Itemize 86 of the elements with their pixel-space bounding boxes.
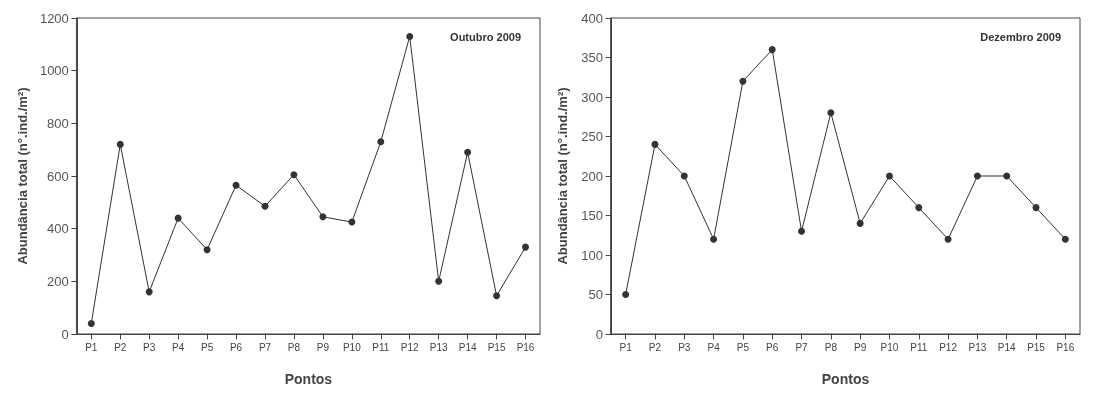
- point: [1032, 204, 1040, 212]
- x-axis-title: Pontos: [821, 371, 870, 387]
- x-tick-label: P16: [1056, 341, 1075, 353]
- point: [856, 219, 864, 227]
- x-tick-label: P10: [342, 341, 362, 353]
- text: Dezembro 2009: [980, 30, 1062, 43]
- x-tick-label: P14: [458, 341, 477, 353]
- point: [915, 204, 923, 212]
- x-tick-label: P12: [400, 341, 420, 353]
- point: [739, 77, 747, 85]
- x-tick-label: P16: [516, 341, 535, 353]
- x-tick-label: P3: [143, 341, 156, 353]
- y-axis-title: Abundância total (n°.ind./m²): [555, 87, 570, 265]
- x-tick-label: P8: [824, 341, 838, 353]
- x-tick-label: P1: [85, 341, 98, 353]
- point: [710, 235, 718, 243]
- y-tick-label: 400: [581, 10, 603, 26]
- x-tick-label: P15: [487, 341, 506, 353]
- point: [680, 172, 688, 180]
- point: [522, 243, 530, 251]
- y-tick-label: 400: [47, 221, 69, 237]
- point: [348, 218, 356, 226]
- x-tick-label: P5: [736, 341, 750, 353]
- point: [435, 277, 443, 285]
- y-tick-label: 100: [581, 247, 603, 263]
- x-tick-label: P11: [910, 341, 928, 353]
- point: [493, 292, 501, 300]
- point: [87, 319, 95, 327]
- y-tick-label: 350: [581, 50, 603, 65]
- point: [768, 46, 776, 54]
- y-tick-label: 50: [588, 287, 603, 302]
- y-tick-label: 200: [581, 168, 603, 184]
- x-tick-label: P6: [766, 341, 779, 353]
- y-tick-label: 250: [581, 129, 603, 144]
- x-tick-label: P9: [854, 341, 867, 353]
- x-tick-label: P11: [372, 341, 390, 353]
- point: [174, 214, 182, 222]
- x-axis-title: Pontos: [284, 371, 333, 387]
- point: [116, 140, 124, 148]
- y-axis-title: Abundância total (n°.ind./m²): [15, 87, 30, 265]
- point: [651, 140, 659, 148]
- x-tick-label: P2: [648, 341, 662, 353]
- x-tick-label: P13: [968, 341, 987, 353]
- point: [232, 181, 240, 189]
- x-tick-label: P2: [114, 341, 127, 353]
- y-tick-label: 1200: [39, 10, 69, 26]
- point: [406, 32, 414, 40]
- y-tick-label: 1000: [39, 63, 69, 79]
- point: [464, 148, 472, 156]
- point: [145, 288, 153, 296]
- point: [319, 213, 327, 221]
- x-tick-label: P6: [229, 341, 243, 353]
- point: [944, 235, 952, 243]
- x-tick-label: P8: [287, 341, 301, 353]
- x-tick-label: P4: [172, 341, 185, 353]
- x-tick-label: P14: [997, 341, 1017, 353]
- y-tick-label: 0: [595, 326, 603, 342]
- point: [827, 109, 835, 117]
- point: [1061, 235, 1069, 243]
- y-tick-label: 0: [61, 326, 69, 342]
- point: [1003, 172, 1011, 180]
- point: [203, 246, 211, 254]
- x-tick-label: P1: [619, 341, 633, 353]
- y-tick-label: 600: [47, 168, 69, 184]
- point: [290, 171, 298, 179]
- x-tick-label: P4: [707, 341, 721, 353]
- x-tick-label: P7: [795, 341, 809, 353]
- point: [622, 291, 630, 298]
- y-tick-label: 800: [47, 115, 69, 131]
- y-tick-label: 200: [47, 273, 69, 289]
- x-tick-label: P7: [258, 341, 272, 353]
- point: [377, 138, 385, 146]
- y-tick-label: 300: [581, 89, 603, 105]
- x-tick-label: P5: [200, 341, 214, 353]
- x-tick-label: P3: [678, 341, 691, 353]
- text: Outubro 2009: [450, 30, 521, 43]
- x-tick-label: P15: [1027, 341, 1046, 353]
- x-tick-label: P13: [429, 341, 449, 353]
- x-tick-label: P10: [880, 341, 899, 353]
- point: [885, 172, 893, 180]
- x-tick-label: P12: [939, 341, 958, 353]
- x-tick-label: P9: [316, 341, 330, 353]
- point: [261, 202, 269, 210]
- point: [798, 227, 806, 235]
- y-tick-label: 150: [581, 208, 603, 223]
- point: [973, 172, 981, 180]
